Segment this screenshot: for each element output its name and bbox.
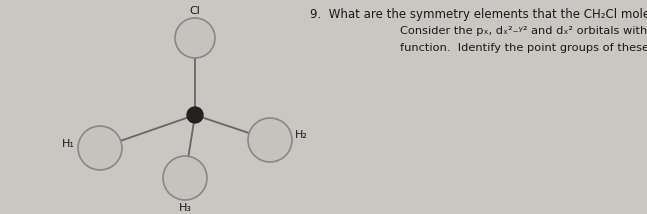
- Text: H₃: H₃: [179, 203, 192, 213]
- Text: H₂: H₂: [295, 130, 308, 140]
- Circle shape: [78, 126, 122, 170]
- Text: 9.  What are the symmetry elements that the CH₂Cl molecule below possesses (how : 9. What are the symmetry elements that t…: [310, 8, 647, 21]
- Text: Cl: Cl: [190, 6, 201, 16]
- Text: H₁: H₁: [62, 139, 75, 149]
- Text: Consider the pₓ, dₓ²₋ʸ² and dₓ² orbitals with the (+) and (-) sign of the wave: Consider the pₓ, dₓ²₋ʸ² and dₓ² orbitals…: [400, 26, 647, 36]
- Circle shape: [175, 18, 215, 58]
- Circle shape: [187, 107, 203, 123]
- Text: function.  Identify the point groups of these orbitals (with the signs in place): function. Identify the point groups of t…: [400, 43, 647, 53]
- Circle shape: [248, 118, 292, 162]
- Circle shape: [163, 156, 207, 200]
